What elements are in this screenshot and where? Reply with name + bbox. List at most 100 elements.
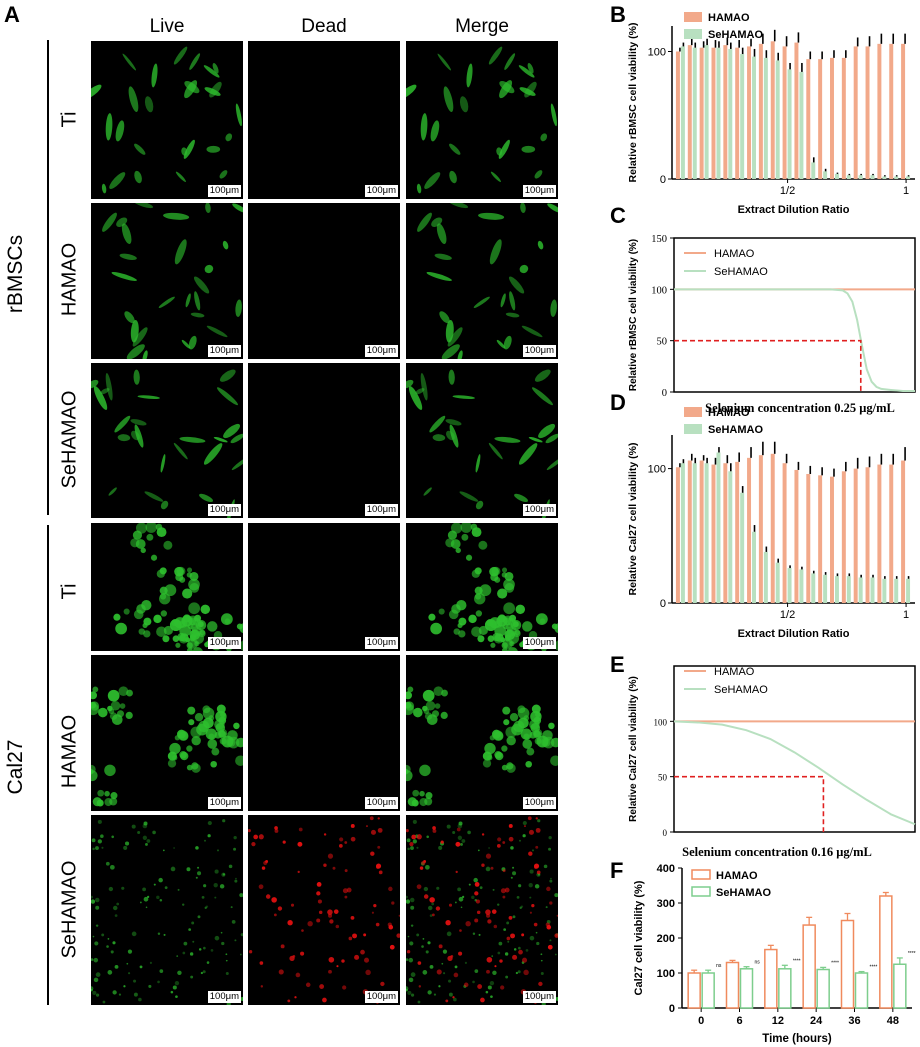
dead-cell	[371, 911, 374, 914]
live-cell	[475, 500, 484, 510]
dead-cell	[350, 836, 356, 842]
live-cell	[509, 712, 519, 722]
dead-cell	[319, 984, 325, 989]
live-cell	[501, 764, 508, 771]
live-cell	[446, 931, 452, 937]
live-cell	[149, 961, 153, 964]
dead-cell	[344, 841, 348, 844]
dead-cell	[352, 933, 358, 939]
live-cell	[182, 903, 185, 906]
live-cell	[101, 933, 105, 937]
live-cell	[482, 759, 492, 768]
live-cell	[94, 941, 99, 946]
live-cell	[102, 1000, 106, 1004]
dead-cell	[436, 969, 442, 975]
live-cell	[416, 933, 420, 937]
live-cell	[485, 866, 491, 872]
micrograph-cells-cal27-hamao-merge	[406, 686, 558, 807]
hamao-bar	[806, 59, 811, 179]
dead-cell	[378, 870, 383, 875]
live-cell	[410, 897, 415, 903]
panel-label-c: C	[610, 203, 626, 228]
dead-cell	[465, 921, 471, 927]
live-cell	[436, 223, 447, 244]
row-label-cal27-hamao: HAMAO	[58, 714, 81, 789]
scale-bar: 100μm	[207, 797, 241, 809]
dead-cell	[365, 825, 368, 828]
live-cell	[528, 436, 543, 443]
live-cell	[535, 931, 538, 934]
live-cell	[472, 980, 475, 984]
dead-cell	[500, 888, 506, 894]
live-cell	[521, 325, 543, 338]
live-cell	[114, 415, 131, 433]
significance-label: ****	[793, 958, 801, 964]
chart-f-cal27-time-course-bar: 0 100 200 300 400 0 ns 6 ns 12 **** 24 **** 36 **** 48 *…	[633, 863, 916, 1045]
chart-c-rbmsc-ic50-curve: 0 50 100 150 HAMAO SeHAMAO Relative rBMSC cell…	[628, 234, 916, 415]
live-cell	[105, 861, 110, 866]
live-cell	[101, 183, 107, 194]
live-cell	[407, 847, 410, 851]
micrograph-rbmscs-hamao-live: 100μm	[91, 203, 243, 359]
live-cell	[434, 253, 452, 260]
dead-cell	[370, 829, 377, 835]
live-cell	[440, 711, 448, 720]
hamao-bar	[829, 476, 834, 603]
live-cell	[91, 958, 94, 961]
y-tick-label: 100	[648, 464, 666, 476]
live-cell	[546, 456, 558, 471]
live-cell	[529, 935, 535, 941]
dead-cell	[375, 863, 382, 869]
live-cell	[415, 388, 425, 395]
live-cell	[520, 728, 532, 740]
sehamao-bar	[775, 60, 780, 179]
dead-cell	[547, 944, 553, 950]
live-cell	[407, 686, 414, 693]
scale-bar: 100μm	[522, 991, 556, 1003]
scale-bar: 100μm	[364, 185, 398, 197]
live-cell	[158, 296, 175, 308]
live-cell	[218, 730, 227, 739]
sehamao-bar	[799, 71, 804, 179]
micrograph-cells-cal27-ti-live	[113, 523, 243, 651]
live-cell	[202, 705, 211, 714]
live-cell	[188, 719, 195, 726]
dead-cell	[411, 834, 417, 840]
live-cell	[163, 933, 166, 936]
legend-label: HAMAO	[714, 666, 755, 678]
live-cell	[221, 941, 225, 946]
live-cell	[464, 961, 468, 964]
live-cell	[197, 866, 200, 869]
live-cell	[448, 203, 469, 209]
live-cell	[143, 630, 151, 638]
live-cell	[214, 869, 219, 874]
live-cell	[207, 834, 211, 838]
live-cell	[479, 584, 492, 597]
dead-cell	[365, 969, 371, 976]
live-cell	[426, 272, 452, 281]
live-cell	[452, 831, 456, 835]
dead-cell	[277, 906, 283, 911]
live-cell	[204, 839, 206, 842]
dead-cell	[453, 972, 459, 978]
live-cell	[177, 970, 182, 976]
live-cell	[457, 835, 462, 840]
dead-cell	[307, 921, 313, 927]
live-cell	[522, 821, 527, 826]
dead-cell	[398, 914, 400, 917]
live-cell	[190, 312, 205, 318]
micrograph-cells-rbmscs-sehamao-live	[91, 369, 243, 518]
live-cell	[152, 830, 156, 835]
live-cell	[454, 901, 457, 904]
live-cell	[479, 886, 483, 890]
live-cell	[93, 977, 99, 983]
live-cell	[125, 711, 133, 720]
hamao-bar	[758, 455, 763, 603]
live-cell	[454, 965, 458, 969]
live-cell	[131, 931, 137, 937]
live-cell	[143, 896, 149, 902]
sehamao-bar	[894, 176, 899, 179]
hamao-bar	[794, 42, 799, 180]
live-cell	[195, 619, 207, 631]
live-cell	[548, 847, 552, 851]
